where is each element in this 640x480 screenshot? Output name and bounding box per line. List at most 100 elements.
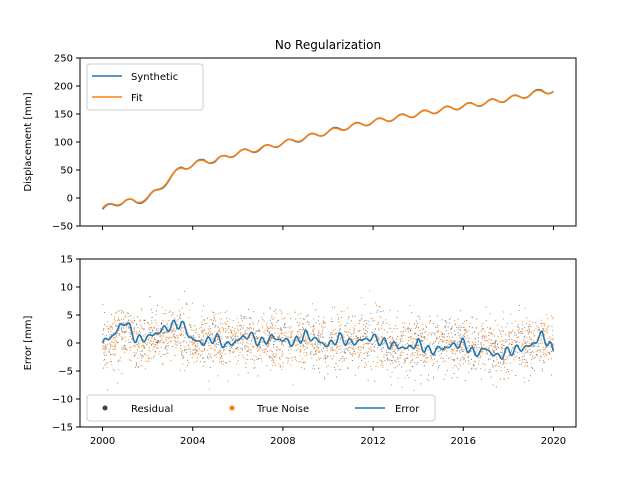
series-true-noise-points-point	[140, 345, 143, 347]
series-true-noise-points-point	[331, 358, 333, 360]
series-residual-points-point	[172, 313, 174, 315]
series-residual-points-point	[118, 319, 120, 321]
series-residual-points-point	[416, 354, 419, 356]
series-true-noise-points-point	[297, 340, 299, 342]
series-true-noise-points-point	[493, 349, 496, 352]
series-true-noise-points-point	[461, 341, 463, 343]
series-true-noise-points	[101, 290, 554, 392]
series-true-noise-points-point	[247, 349, 250, 351]
series-true-noise-points-point	[221, 357, 223, 360]
series-true-noise-points-point	[484, 337, 486, 339]
series-residual-points-point	[230, 347, 232, 349]
series-residual-points-point	[517, 351, 519, 354]
series-true-noise-points-point	[103, 346, 105, 348]
series-true-noise-points-point	[353, 331, 356, 333]
series-residual-points-point	[411, 312, 413, 314]
series-residual-points-point	[368, 354, 370, 357]
series-residual-points-point	[157, 328, 159, 330]
series-residual-points-point	[494, 344, 496, 346]
series-true-noise-points-point	[334, 328, 336, 330]
series-true-noise-points-point	[495, 364, 498, 366]
series-true-noise-points-point	[480, 368, 482, 370]
series-residual-points-point	[140, 324, 142, 326]
series-true-noise-points-point	[329, 349, 332, 352]
series-true-noise-points-point	[217, 326, 219, 328]
series-residual-points-point	[127, 319, 130, 321]
top-y-tick-label: −50	[52, 222, 73, 233]
series-residual-points-point	[498, 365, 500, 367]
series-residual-points-point	[447, 333, 449, 335]
series-true-noise-points-point	[138, 340, 140, 342]
series-true-noise-points-point	[170, 340, 172, 342]
series-true-noise-points-point	[364, 303, 366, 306]
legend-true-noise-label: True Noise	[256, 404, 309, 415]
series-true-noise-points-point	[297, 314, 300, 316]
series-true-noise-points-point	[239, 314, 242, 317]
series-true-noise-points-point	[410, 338, 412, 341]
series-residual-points-point	[230, 336, 232, 338]
series-residual-points-point	[161, 322, 163, 325]
series-true-noise-points-point	[448, 343, 451, 345]
series-residual-points-point	[239, 324, 242, 327]
series-true-noise-points-point	[379, 306, 381, 308]
series-residual-points-point	[289, 336, 291, 338]
series-residual-points-point	[220, 318, 222, 320]
series-true-noise-points-point	[203, 347, 206, 350]
series-true-noise-points-point	[374, 341, 376, 343]
series-residual-points-point	[492, 351, 494, 353]
series-residual-points-point	[181, 307, 183, 309]
series-true-noise-points-point	[453, 360, 456, 362]
series-residual-points-point	[408, 331, 410, 333]
series-residual-points-point	[432, 364, 434, 366]
series-residual-points-point	[514, 334, 516, 336]
series-residual-points-point	[116, 340, 118, 342]
series-residual-points-point	[500, 333, 502, 335]
series-residual-points-point	[421, 332, 423, 334]
series-true-noise-points-point	[188, 362, 190, 364]
series-residual-points-point	[433, 377, 435, 379]
series-residual-points-point	[335, 363, 337, 365]
series-residual-points-point	[163, 342, 165, 344]
series-residual-points-point	[380, 349, 382, 351]
series-true-noise-points-point	[247, 342, 249, 345]
series-true-noise-points-point	[150, 357, 153, 360]
series-true-noise-points-point	[235, 348, 237, 350]
series-true-noise-points-point	[518, 328, 520, 330]
series-true-noise-points-point	[209, 325, 211, 328]
series-residual-points-point	[255, 330, 257, 332]
series-residual-points-point	[166, 324, 168, 326]
series-true-noise-points-point	[176, 344, 178, 346]
series-true-noise-points-point	[140, 359, 143, 362]
series-residual-points-point	[295, 356, 297, 358]
series-true-noise-points-point	[284, 316, 287, 319]
series-true-noise-points-point	[227, 332, 230, 334]
series-residual-points-point	[124, 316, 126, 318]
series-residual-points-point	[548, 341, 550, 343]
series-residual-points-point	[153, 337, 155, 339]
series-true-noise-points-point	[194, 344, 196, 346]
series-residual-points-point	[396, 327, 398, 329]
series-true-noise-points-point	[315, 350, 317, 352]
series-residual-points-point	[381, 350, 383, 352]
series-true-noise-points-point	[448, 341, 450, 343]
series-true-noise-points-point	[143, 335, 145, 337]
series-true-noise-points-point	[271, 354, 274, 356]
series-true-noise-points-point	[473, 364, 476, 366]
series-true-noise-points-point	[330, 348, 332, 350]
series-residual-points-point	[434, 334, 436, 336]
series-residual-points-point	[451, 326, 453, 328]
series-residual-points-point	[281, 328, 283, 330]
series-true-noise-points-point	[300, 336, 302, 338]
series-residual-points-point	[278, 340, 280, 342]
series-residual-points-point	[468, 360, 470, 362]
series-true-noise-points-point	[401, 386, 403, 388]
series-true-noise-points-point	[222, 350, 225, 352]
series-true-noise-points-point	[468, 330, 470, 332]
series-true-noise-points-point	[204, 333, 206, 335]
series-true-noise-points-point	[333, 333, 336, 336]
series-true-noise-points-point	[324, 343, 327, 345]
series-residual-points-point	[128, 327, 130, 329]
series-true-noise-points-point	[536, 350, 538, 353]
series-residual-points-point	[458, 334, 460, 336]
series-true-noise-points-point	[492, 333, 494, 335]
